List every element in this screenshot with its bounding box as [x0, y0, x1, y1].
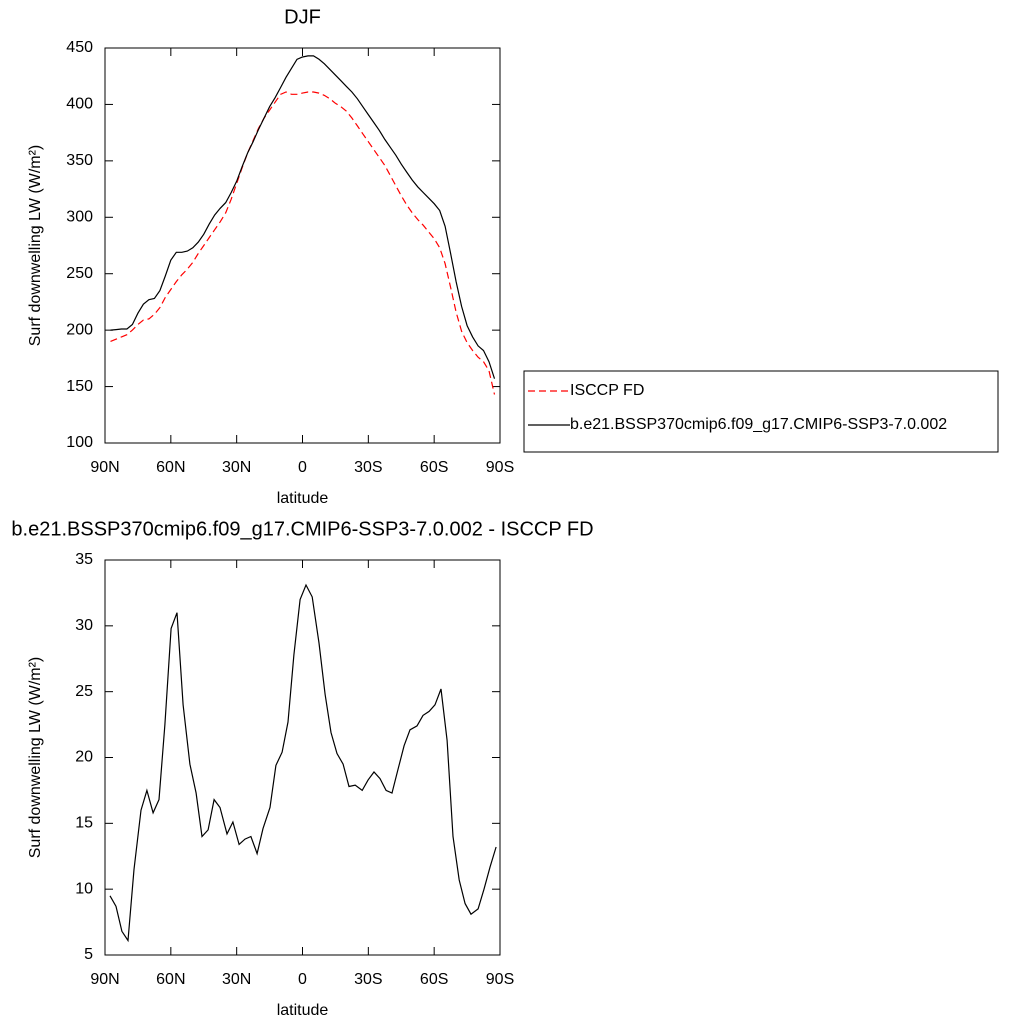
x-axis-label: latitude: [277, 1002, 329, 1019]
x-tick-label: 30N: [222, 971, 251, 988]
data-line: [110, 91, 496, 395]
y-tick-label: 30: [75, 617, 93, 634]
y-tick-label: 200: [66, 321, 93, 338]
y-axis-label: Surf downwelling LW (W/m²): [27, 657, 44, 859]
y-tick-label: 450: [66, 39, 93, 56]
y-tick-label: 25: [75, 683, 93, 700]
plot-frame: [104, 559, 501, 956]
y-tick-label: 150: [66, 378, 93, 395]
y-tick-label: 15: [75, 815, 93, 832]
legend-box: [523, 370, 999, 453]
chart-title: DJF: [284, 6, 321, 28]
data-line: [109, 583, 497, 943]
plot-frame: [104, 47, 501, 444]
x-tick-label: 30S: [354, 459, 382, 476]
x-tick-label: 90N: [90, 459, 119, 476]
y-tick-label: 35: [75, 551, 93, 568]
x-tick-label: 30N: [222, 459, 251, 476]
x-tick-label: 60S: [420, 459, 448, 476]
y-tick-label: 400: [66, 96, 93, 113]
x-tick-label: 90N: [90, 971, 119, 988]
y-tick-label: 100: [66, 434, 93, 451]
y-tick-label: 350: [66, 152, 93, 169]
y-tick-label: 250: [66, 265, 93, 282]
y-tick-label: 5: [84, 946, 93, 963]
y-tick-label: 20: [75, 749, 93, 766]
x-tick-label: 0: [298, 459, 307, 476]
x-tick-label: 30S: [354, 971, 382, 988]
y-tick-label: 10: [75, 880, 93, 897]
x-tick-label: 60S: [420, 971, 448, 988]
legend-label: ISCCP FD: [570, 382, 644, 399]
x-tick-label: 90S: [486, 971, 514, 988]
x-tick-label: 90S: [486, 459, 514, 476]
y-tick-label: 300: [66, 209, 93, 226]
x-tick-label: 60N: [156, 459, 185, 476]
y-axis-label: Surf downwelling LW (W/m²): [27, 145, 44, 347]
legend-label: b.e21.BSSP370cmip6.f09_g17.CMIP6-SSP3-7.…: [570, 416, 947, 433]
x-tick-label: 60N: [156, 971, 185, 988]
x-axis-label: latitude: [277, 490, 329, 507]
x-tick-label: 0: [298, 971, 307, 988]
chart-title: b.e21.BSSP370cmip6.f09_g17.CMIP6-SSP3-7.…: [11, 518, 593, 540]
data-line: [110, 55, 496, 379]
